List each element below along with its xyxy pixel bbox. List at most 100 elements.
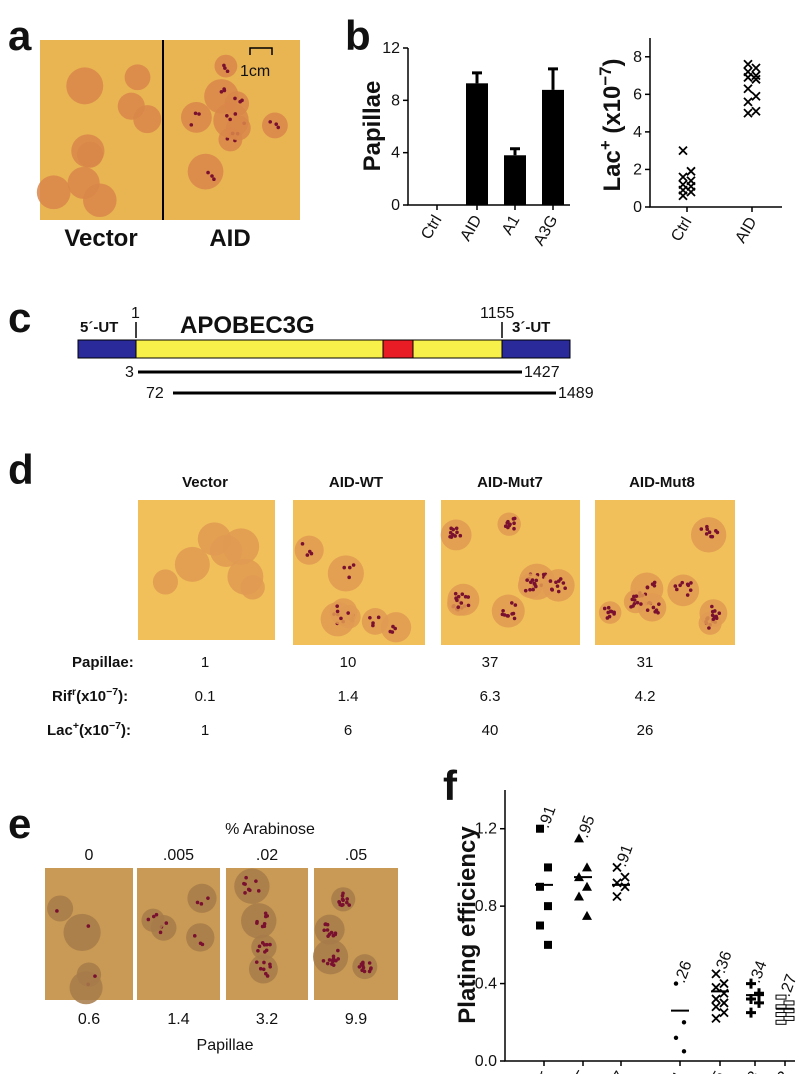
papilla xyxy=(261,967,266,972)
y-axis-title-part: Papillae xyxy=(359,81,386,172)
x-tick-label: AID xyxy=(457,213,485,245)
row-label-part: ): xyxy=(121,722,131,739)
papilla xyxy=(197,112,201,116)
point xyxy=(783,1000,795,1006)
papilla xyxy=(512,526,516,531)
x-tick-label: A3G xyxy=(531,213,562,249)
papilla xyxy=(255,919,259,924)
panel-label: a xyxy=(8,12,32,59)
papilla xyxy=(632,594,636,599)
papilla xyxy=(347,903,352,907)
papilla xyxy=(206,170,210,175)
papilla xyxy=(336,948,340,953)
point xyxy=(743,72,753,83)
papillae-value: 0.6 xyxy=(78,1011,100,1028)
papilla xyxy=(321,959,326,963)
error-bar xyxy=(472,71,482,84)
papilla xyxy=(512,521,516,526)
cell: 6.3 xyxy=(480,688,501,705)
papilla xyxy=(325,922,330,927)
cell: 31 xyxy=(637,654,654,671)
papilla xyxy=(505,613,510,618)
axis xyxy=(504,790,795,1062)
papilla xyxy=(342,565,347,570)
papilla xyxy=(340,893,345,898)
y-axis-title-part: Lac xyxy=(599,150,626,191)
y-axis-title-part: Plating efficiency xyxy=(454,826,481,1024)
papilla xyxy=(368,615,372,620)
papilla xyxy=(257,944,262,949)
papilla xyxy=(455,598,459,603)
papilla xyxy=(368,967,373,971)
colony xyxy=(312,939,349,975)
papilla xyxy=(195,900,200,905)
point xyxy=(673,1035,679,1040)
axis-title: % Arabinose xyxy=(225,821,315,838)
papilla xyxy=(709,534,713,539)
colony xyxy=(71,134,105,168)
point xyxy=(681,1049,687,1054)
scale-bar xyxy=(249,47,273,55)
point xyxy=(711,1013,721,1024)
y-axis-title-part: −7 xyxy=(596,66,615,85)
papilla xyxy=(339,616,343,621)
mean-label: .26 xyxy=(672,959,696,986)
papillae-value: 9.9 xyxy=(345,1011,367,1028)
position: 1427 xyxy=(524,364,560,381)
papilla xyxy=(607,614,612,619)
region-label: 3´-UT xyxy=(512,319,550,336)
gene-segment xyxy=(501,339,571,359)
cell: 37 xyxy=(482,654,499,671)
position: 3 xyxy=(125,364,134,381)
point xyxy=(582,862,592,872)
papilla xyxy=(466,603,471,608)
papilla xyxy=(367,961,372,965)
papilla xyxy=(459,601,464,605)
colony xyxy=(262,112,288,139)
papilla xyxy=(55,909,59,913)
position: 1 xyxy=(131,305,140,322)
y-tick-label: 12 xyxy=(382,40,400,57)
colony xyxy=(234,868,270,904)
point xyxy=(719,998,729,1008)
row-label-part: −7 xyxy=(106,686,118,698)
papilla xyxy=(503,524,508,529)
gene-segment xyxy=(382,339,414,359)
colony xyxy=(117,92,145,120)
papilla xyxy=(455,530,459,535)
papilla xyxy=(268,962,272,967)
papilla xyxy=(673,584,678,588)
papilla xyxy=(228,117,232,122)
papilla xyxy=(645,585,650,590)
panel-label: b xyxy=(345,12,371,59)
y-tick-label: 8 xyxy=(391,92,400,109)
papilla xyxy=(531,587,535,592)
y-tick-label: 0.8 xyxy=(475,898,497,915)
colony xyxy=(47,895,74,922)
papilla xyxy=(333,931,338,935)
papilla xyxy=(710,609,715,614)
colony xyxy=(187,883,217,913)
row-label: Rifr(x10−7): xyxy=(52,686,128,705)
cell: 1 xyxy=(201,654,209,671)
point xyxy=(612,891,622,902)
gene-label: APOBEC3G xyxy=(180,312,315,339)
point xyxy=(775,1012,787,1018)
papilla xyxy=(164,921,169,925)
cell: 40 xyxy=(482,722,499,739)
plate-label: AID xyxy=(209,225,250,252)
point xyxy=(536,824,544,833)
papilla xyxy=(509,601,514,605)
papilla xyxy=(222,63,226,68)
point xyxy=(681,1020,687,1025)
colony xyxy=(222,528,260,565)
point xyxy=(751,74,761,84)
papilla xyxy=(263,914,268,919)
y-tick-label: 0.0 xyxy=(475,1053,497,1070)
row-label-part: + xyxy=(73,720,79,732)
papilla xyxy=(189,123,194,127)
bar xyxy=(542,89,564,205)
papilla xyxy=(652,580,657,585)
papilla xyxy=(555,584,560,588)
